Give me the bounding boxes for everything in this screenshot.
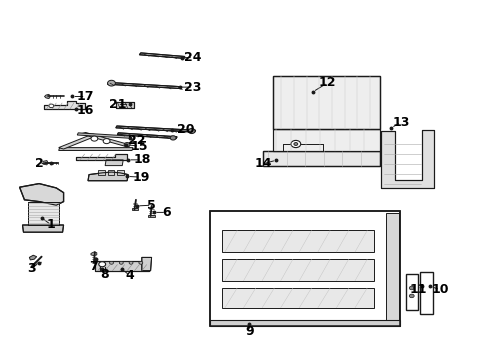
Text: 19: 19 [132,171,149,184]
Polygon shape [272,129,380,151]
Text: 11: 11 [408,283,426,296]
Text: 16: 16 [77,104,94,117]
Text: 7: 7 [89,260,98,273]
Polygon shape [20,184,63,205]
Circle shape [99,262,105,267]
Text: 1: 1 [47,219,56,231]
Polygon shape [107,170,114,175]
Bar [116,102,134,108]
Polygon shape [76,154,127,160]
Polygon shape [132,208,138,210]
Polygon shape [44,94,50,99]
Polygon shape [105,160,123,166]
Polygon shape [142,257,151,271]
Text: 12: 12 [318,76,336,89]
Polygon shape [95,261,149,271]
Polygon shape [81,132,129,146]
Circle shape [124,143,130,147]
Polygon shape [77,133,130,138]
Text: 14: 14 [254,157,271,170]
Polygon shape [59,134,98,149]
Circle shape [100,261,103,264]
Polygon shape [22,225,63,232]
Polygon shape [386,213,398,321]
Polygon shape [405,274,417,310]
Polygon shape [59,148,133,150]
Text: 13: 13 [391,116,409,129]
Polygon shape [263,151,380,166]
Circle shape [293,143,297,145]
Circle shape [188,129,195,134]
Circle shape [170,136,176,140]
Polygon shape [91,252,97,256]
Polygon shape [43,161,48,165]
Polygon shape [98,170,104,175]
Polygon shape [210,320,399,326]
Circle shape [109,261,113,264]
Text: 8: 8 [100,268,108,281]
Circle shape [103,139,110,144]
Polygon shape [117,170,124,175]
Polygon shape [272,76,380,129]
Text: 24: 24 [184,51,202,64]
Polygon shape [44,101,84,109]
Circle shape [290,140,300,148]
Polygon shape [139,53,184,58]
Text: 20: 20 [177,123,194,136]
Polygon shape [222,259,373,281]
Circle shape [408,286,413,290]
Polygon shape [88,172,128,181]
Polygon shape [117,133,177,139]
Polygon shape [419,272,432,314]
Text: 22: 22 [128,134,145,147]
Text: 17: 17 [77,90,94,103]
Polygon shape [210,211,399,326]
Circle shape [408,294,413,298]
Text: 4: 4 [125,269,134,282]
Polygon shape [28,202,59,225]
Text: 9: 9 [244,325,253,338]
Bar [116,102,134,108]
Polygon shape [381,130,433,188]
Text: 15: 15 [130,140,148,153]
Text: 2: 2 [35,157,43,170]
Polygon shape [215,320,394,324]
Text: 3: 3 [27,262,36,275]
Polygon shape [29,255,37,260]
Text: 21: 21 [108,98,126,111]
Polygon shape [107,82,182,89]
Circle shape [119,261,123,264]
Text: 18: 18 [133,153,150,166]
Circle shape [129,261,133,264]
Polygon shape [116,126,195,132]
Polygon shape [222,288,373,308]
Circle shape [91,136,98,141]
Text: 23: 23 [184,81,202,94]
Circle shape [49,104,54,108]
Text: 10: 10 [430,283,448,296]
Circle shape [139,261,142,264]
Text: 5: 5 [147,199,156,212]
Polygon shape [147,215,154,217]
Circle shape [107,80,115,86]
Polygon shape [222,230,373,252]
Text: 6: 6 [162,206,170,219]
